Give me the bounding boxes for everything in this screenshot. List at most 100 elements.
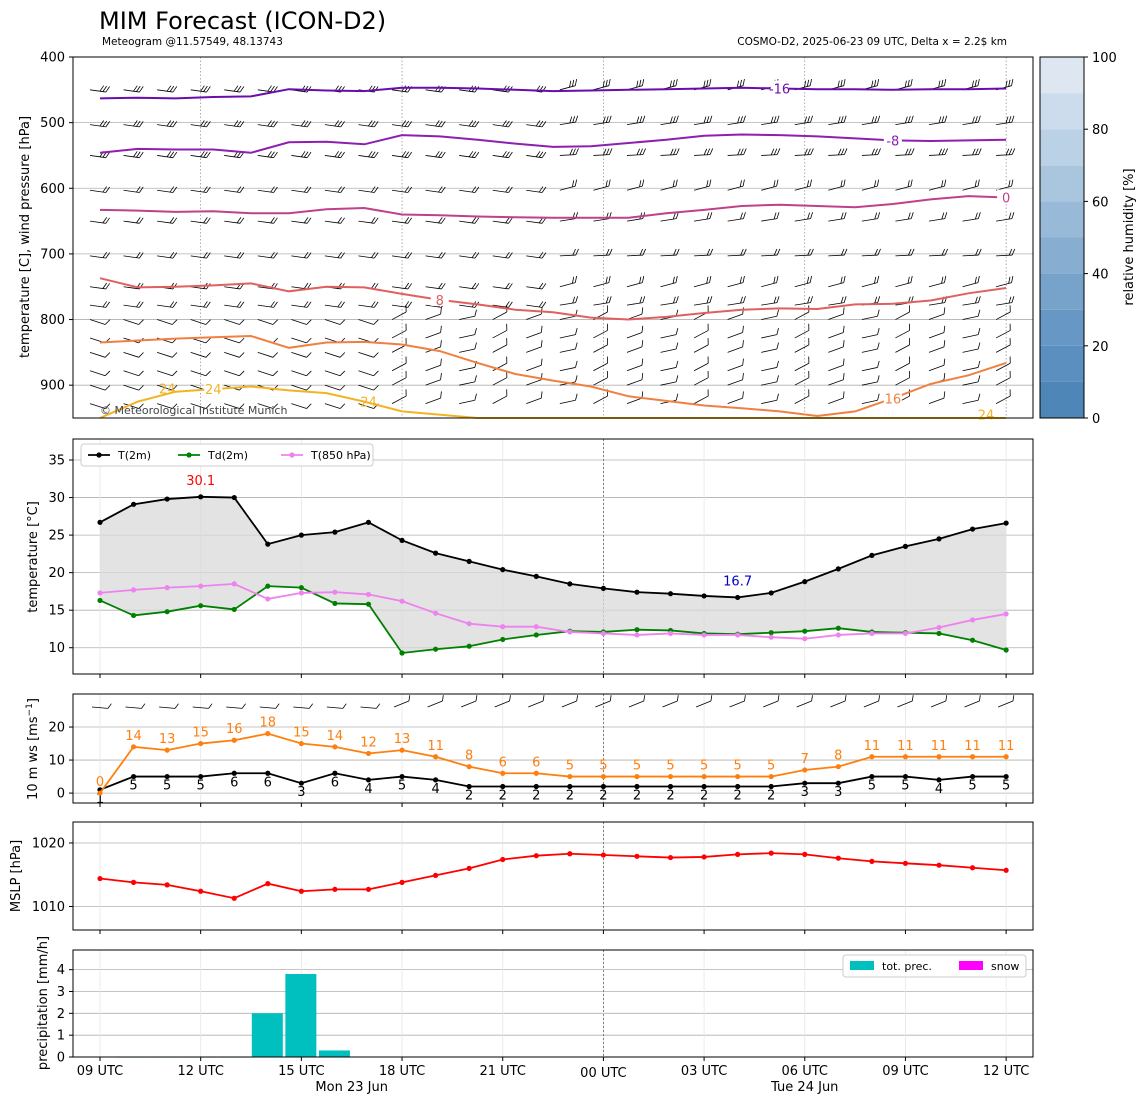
surface-wind-barb (830, 695, 847, 708)
wind-barb (156, 319, 178, 325)
surface-wind-barb (293, 703, 314, 709)
data-point (533, 632, 539, 638)
wind-barb (492, 370, 508, 386)
data-label: 5 (868, 779, 876, 794)
wind-barb (727, 391, 744, 404)
wind-barb (761, 296, 780, 306)
data-point (399, 598, 405, 604)
data-label: 6 (331, 775, 339, 790)
wind-barb (391, 217, 413, 224)
wind-barb (693, 275, 712, 288)
data-label: 5 (666, 759, 674, 774)
model-subtitle: COSMO-D2, 2025-06-23 09 UTC, Delta x = 2… (737, 36, 1007, 48)
data-label: 5 (700, 759, 708, 774)
wind-barb (324, 282, 345, 290)
wind-barb (962, 148, 982, 156)
extreme-annotation: 30.1 (186, 474, 215, 489)
data-point (802, 636, 808, 642)
data-point (231, 606, 237, 613)
wind-barb (358, 251, 379, 259)
wind-barb (291, 301, 312, 308)
data-point (433, 550, 439, 556)
wind-barb (257, 301, 278, 308)
legend-marker (186, 452, 192, 458)
isotherm-label-bg (883, 390, 902, 405)
data-point (735, 783, 741, 790)
data-label: 5 (398, 779, 406, 794)
wind-barb (962, 342, 981, 353)
wind-barb (492, 301, 513, 308)
location-subtitle: Meteogram @11.57549, 48.13743 (102, 36, 283, 48)
wind-barb (257, 351, 279, 358)
wind-barb (89, 351, 111, 358)
wind-barb (895, 79, 913, 91)
data-point (701, 854, 707, 860)
data-point (667, 630, 674, 637)
wind-barb (895, 338, 910, 353)
wind-barb (761, 328, 779, 339)
wind-barb (995, 323, 1011, 339)
wind-barb (156, 384, 178, 391)
data-point (1003, 867, 1009, 873)
legend-box (842, 954, 1027, 978)
data-point (869, 858, 875, 864)
data-label: 5 (901, 779, 909, 794)
data-point (835, 855, 841, 861)
surface-wind-barb (796, 695, 813, 708)
wind-barb (391, 251, 413, 259)
wind-barb (626, 115, 646, 126)
wind-barb (995, 338, 1011, 353)
wind-barb (794, 275, 812, 288)
legend-swatch (850, 961, 874, 970)
data-point (332, 744, 338, 750)
isotherm-label: -8 (886, 134, 899, 149)
wind-barb (492, 217, 513, 224)
data-point (265, 731, 271, 737)
wind-barb (761, 360, 779, 372)
wind-barb (492, 186, 513, 193)
wind-barb (324, 251, 345, 259)
wind-barb (123, 251, 144, 259)
wind-barb (459, 151, 480, 159)
data-label: 2 (599, 788, 607, 803)
wind-barb (425, 282, 446, 290)
wind-barb (391, 186, 413, 193)
wind-barb (190, 319, 211, 325)
surface-wind-barb (91, 703, 112, 709)
wind-line-0 (99, 772, 1007, 791)
data-point (634, 632, 640, 638)
data-point (466, 643, 472, 649)
wind-barb (89, 319, 111, 325)
wind-barb (257, 370, 279, 377)
wind-barb (324, 319, 346, 325)
data-label: 11 (864, 739, 881, 754)
isotherm-label: 0 (1002, 191, 1010, 206)
wind-barb (895, 148, 915, 156)
wind-barb (626, 275, 645, 288)
data-point (902, 630, 909, 637)
data-point (533, 783, 539, 790)
data-label: 11 (897, 739, 914, 754)
data-label: 11 (998, 739, 1015, 754)
precip-bar (318, 1050, 350, 1057)
wind-barb (693, 179, 712, 191)
data-point (969, 773, 976, 780)
time-tick-label: 12 UTC (177, 1064, 223, 1079)
surface-wind-barb (192, 703, 213, 709)
data-point (902, 773, 909, 780)
wind-barb (828, 148, 848, 156)
wind-barb (526, 340, 543, 353)
wind-barb (727, 296, 746, 306)
wind-ylabel: 10 m ws [ms−1] (25, 698, 41, 800)
series-line-0 (99, 495, 1007, 599)
wind-barb (526, 120, 547, 128)
wind-barb (123, 384, 144, 391)
data-label: 3 (834, 785, 842, 800)
data-point (735, 632, 741, 638)
wind-barb (157, 217, 178, 224)
wind-barb (995, 389, 1011, 404)
wind-barb (996, 275, 1014, 288)
colorbar-tick-label: 20 (1092, 340, 1109, 355)
wind-barb (224, 403, 245, 409)
wind-barb (962, 115, 981, 126)
